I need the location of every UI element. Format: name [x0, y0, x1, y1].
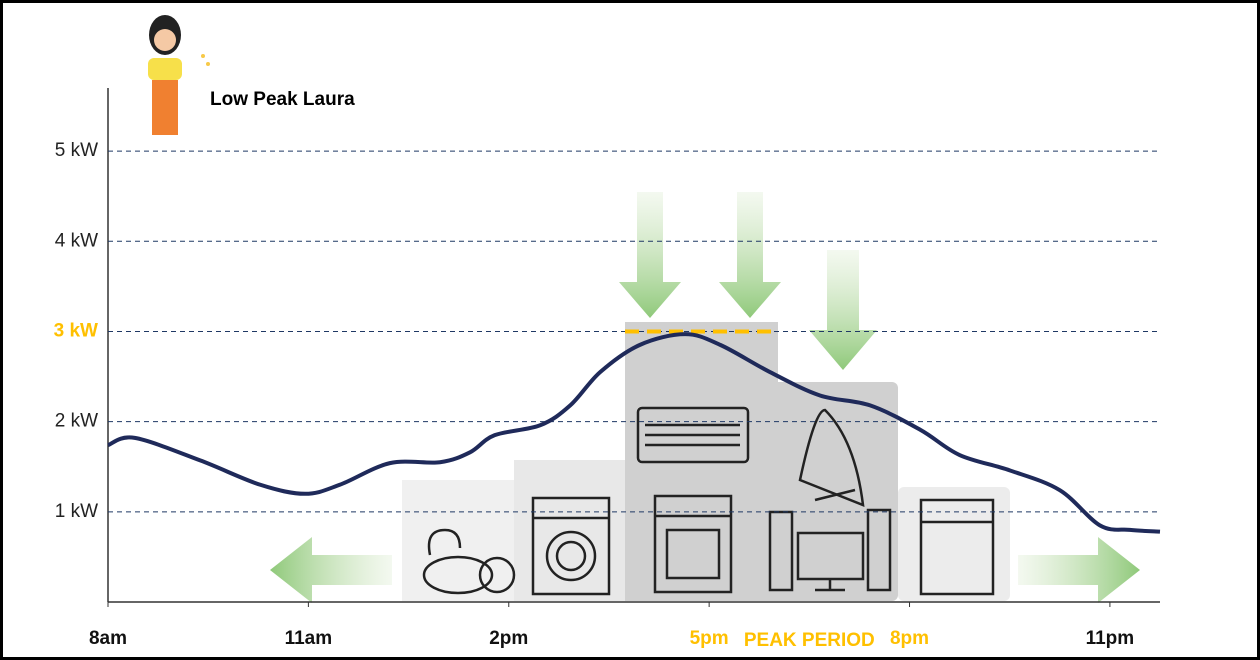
x-tick-label: 11pm [1086, 628, 1135, 649]
x-tick-label: 11am [285, 628, 333, 649]
chart-title: Low Peak Laura [210, 89, 355, 110]
x-tick-label: 8am [89, 628, 127, 649]
x-tick-label: 5pm [690, 628, 729, 649]
x-tick-label: 2pm [489, 628, 528, 649]
x-tick-label: 8pm [890, 628, 929, 649]
y-tick-label: 5 kW [55, 140, 98, 161]
y-tick-label: 4 kW [55, 230, 98, 251]
y-tick-label: 3 kW [54, 320, 98, 341]
y-tick-label: 1 kW [55, 501, 98, 522]
y-tick-label: 2 kW [55, 411, 98, 432]
annotation: PEAK PERIOD [744, 630, 875, 651]
chart: Low Peak Laura 1 kW 2 kW 3 kW 4 kW 5 kW 8am 11… [0, 0, 1260, 660]
